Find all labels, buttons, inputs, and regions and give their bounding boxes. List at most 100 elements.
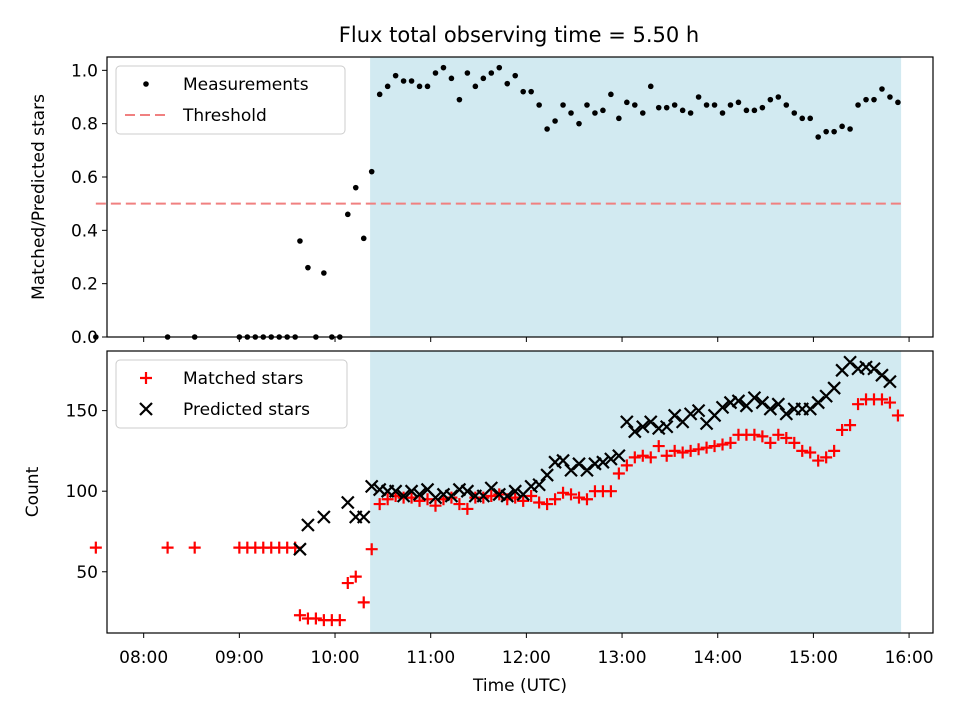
x-tick-label: 12:00 <box>502 648 551 668</box>
predicted-point <box>436 487 451 502</box>
measurement-point <box>831 128 837 135</box>
x-axis-label: Time (UTC) <box>472 676 567 696</box>
matched-point <box>692 443 705 456</box>
matched-point <box>517 494 530 507</box>
matched-point <box>573 491 585 504</box>
matched-point <box>668 444 681 457</box>
predicted-point <box>388 484 403 498</box>
measurement-point <box>592 110 598 116</box>
measurement-point <box>480 75 487 82</box>
legend-box <box>115 65 346 135</box>
matched-point <box>461 502 474 515</box>
matched-point <box>349 570 362 583</box>
y-tick-label: 0.0 <box>71 328 98 348</box>
matched-point <box>89 541 102 554</box>
x-tick-label: 15:00 <box>789 648 838 668</box>
matched-point <box>188 541 201 554</box>
legend-label: Threshold <box>182 106 267 126</box>
x-tick-label: 14:00 <box>693 648 742 668</box>
predicted-point <box>508 484 522 498</box>
measurement-point <box>751 107 758 114</box>
x-tick-label: 08:00 <box>119 648 168 668</box>
legend-dot-icon <box>143 81 149 87</box>
y-tick-label: 1.0 <box>71 61 98 81</box>
predicted-point <box>683 407 698 421</box>
measurement-point <box>608 91 614 98</box>
measurement-point <box>504 80 511 87</box>
chart-title: Flux total observing time = 5.50 h <box>339 23 699 47</box>
y-tick-label: 100 <box>66 482 98 502</box>
measurement-point <box>321 270 327 276</box>
measurement-point <box>93 334 99 340</box>
measurement-point <box>384 83 391 90</box>
predicted-point <box>659 419 674 434</box>
x-tick-label: 09:00 <box>215 648 264 668</box>
measurement-point <box>855 102 861 108</box>
measurement-point <box>775 94 782 100</box>
legend-label: Predicted stars <box>183 400 310 420</box>
matched-point <box>804 446 817 459</box>
measurement-point <box>727 102 734 108</box>
matched-point <box>636 449 649 462</box>
matched-point <box>381 493 394 506</box>
predicted-point <box>596 455 610 469</box>
measurement-point <box>392 72 399 79</box>
measurement-point <box>344 211 351 218</box>
x-tick-label: 11:00 <box>406 648 455 668</box>
measurement-point <box>767 96 774 103</box>
predicted-point <box>731 394 746 408</box>
matched-point <box>764 436 777 449</box>
matched-point <box>620 459 633 472</box>
predicted-point <box>524 479 538 494</box>
predicted-point <box>604 452 618 466</box>
measurement-point <box>544 126 550 132</box>
predicted-point <box>636 419 650 434</box>
measurement-point <box>297 238 303 244</box>
measurement-point <box>576 120 582 127</box>
matched-point <box>565 488 578 501</box>
matched-point <box>612 467 625 480</box>
axes-frame <box>106 350 934 634</box>
predicted-point <box>372 482 387 497</box>
matched-point <box>788 436 801 449</box>
y-tick-label: 0.2 <box>71 275 98 295</box>
predicted-point <box>460 484 475 498</box>
measurement-point <box>815 134 821 140</box>
measurement-point <box>807 115 814 122</box>
measurement-point <box>408 78 415 84</box>
predicted-point <box>715 400 730 415</box>
matched-point <box>541 498 554 511</box>
predicted-point <box>779 407 794 421</box>
predicted-point <box>763 402 778 416</box>
measurement-point <box>679 107 686 114</box>
x-tick-label: 16:00 <box>885 648 934 668</box>
predicted-point <box>747 390 762 405</box>
predicted-point <box>651 421 666 436</box>
measurement-point <box>528 88 534 95</box>
matched-point <box>852 398 865 411</box>
predicted-point <box>301 518 315 532</box>
measurement-point <box>512 72 519 79</box>
panel-count: 50 100 150 08:00 09:00 10:00 11:00 12:00 13:00 14… <box>23 350 934 696</box>
predicted-point <box>428 490 443 505</box>
measurement-point <box>711 102 718 108</box>
predicted-point <box>356 510 371 524</box>
measurement-point <box>647 83 654 90</box>
matched-point <box>604 485 617 498</box>
matched-point <box>780 432 793 445</box>
matched-point <box>820 451 833 464</box>
predicted-point <box>859 360 873 374</box>
matched-point <box>628 451 641 464</box>
matched-point <box>485 490 498 503</box>
measurement-point <box>791 110 798 116</box>
measurement-point <box>552 118 558 124</box>
legend-label: Measurements <box>183 75 309 95</box>
predicted-point <box>556 453 570 468</box>
matched-point <box>660 449 673 462</box>
matched-point <box>309 612 322 625</box>
legend-plus-icon <box>140 372 152 384</box>
measurement-point <box>536 102 542 108</box>
y-axis-label: Count <box>23 466 43 517</box>
measurement-point <box>584 102 590 108</box>
